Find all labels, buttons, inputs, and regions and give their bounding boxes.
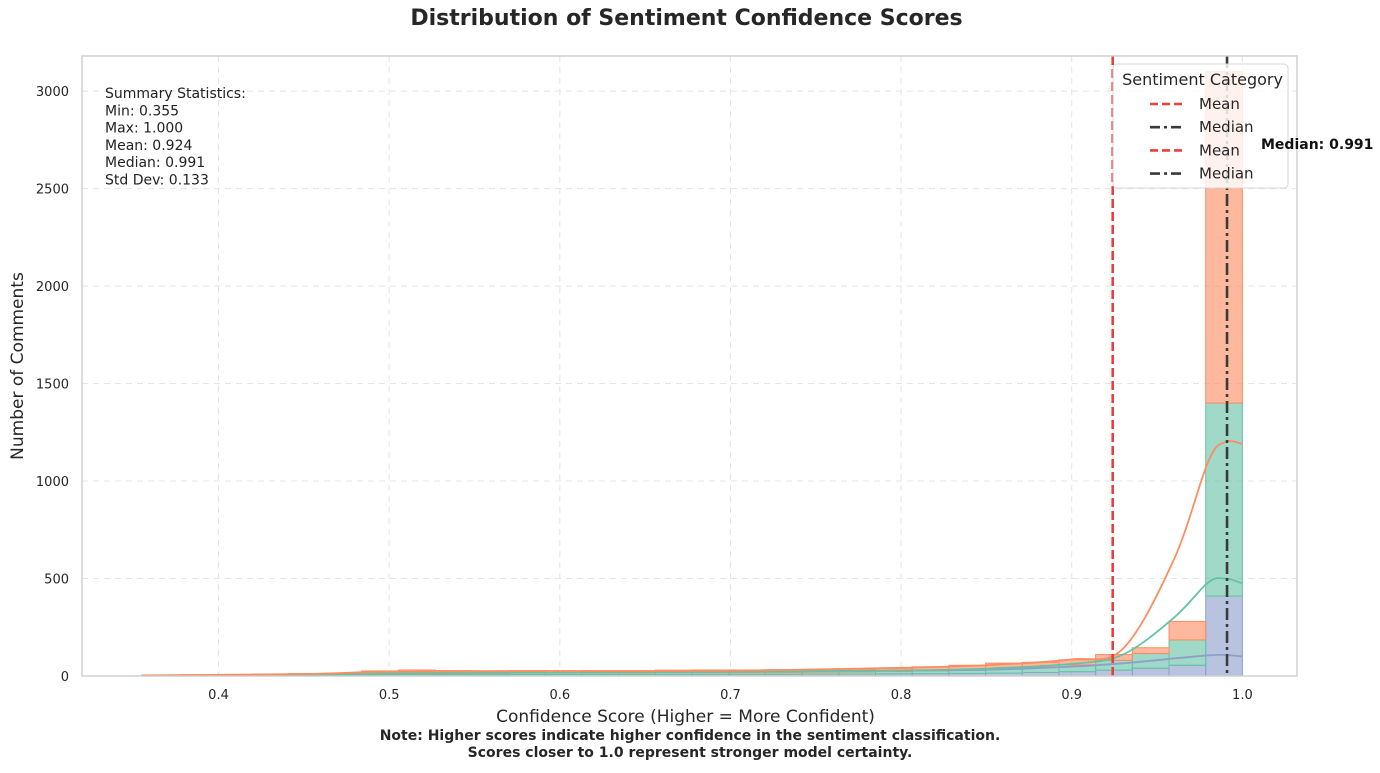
legend-label: Median xyxy=(1199,165,1254,183)
x-tick-label: 1.0 xyxy=(1232,688,1253,703)
y-tick-label: 2500 xyxy=(36,183,69,198)
legend-title: Sentiment Category xyxy=(1122,70,1283,89)
x-tick-label: 0.7 xyxy=(720,688,741,703)
histogram-bar-series-2 xyxy=(1168,639,1207,666)
y-tick-label: 3000 xyxy=(36,85,69,100)
y-tick-label: 500 xyxy=(44,573,69,588)
histogram-bar-series-3 xyxy=(1168,620,1207,641)
legend-label: Median xyxy=(1199,118,1254,136)
plot-area xyxy=(82,56,1297,676)
x-tick-label: 0.5 xyxy=(379,688,400,703)
x-tick-label: 0.8 xyxy=(891,688,912,703)
x-axis-label: Confidence Score (Higher = More Confiden… xyxy=(496,707,875,727)
histogram-bar-series-1 xyxy=(1131,667,1170,677)
summary-stat-line: Median: 0.991 xyxy=(105,155,205,171)
median-annotation: Median: 0.991 xyxy=(1261,137,1373,153)
summary-stat-line: Max: 1.000 xyxy=(105,121,183,137)
summary-stat-line: Std Dev: 0.133 xyxy=(105,173,209,189)
y-tick-label: 2000 xyxy=(36,280,69,295)
histogram-bar-series-2 xyxy=(1205,402,1243,597)
y-tick-label: 1000 xyxy=(36,475,69,490)
summary-stat-line: Mean: 0.924 xyxy=(105,138,192,154)
y-tick-label: 1500 xyxy=(36,378,69,393)
chart-title: Distribution of Sentiment Confidence Sco… xyxy=(410,6,963,31)
kde-curve-series-2 xyxy=(141,577,1243,677)
legend-box xyxy=(1112,63,1289,189)
summary-header: Summary Statistics: xyxy=(105,86,246,102)
x-tick-label: 0.4 xyxy=(208,688,229,703)
summary-stat-line: Min: 0.355 xyxy=(105,103,179,119)
histogram-bar-series-1 xyxy=(1205,595,1243,677)
y-tick-label: 0 xyxy=(61,670,69,685)
x-tick-label: 0.9 xyxy=(1061,688,1082,703)
histogram-bar-series-3 xyxy=(1131,647,1170,655)
legend-label: Mean xyxy=(1199,95,1240,113)
footnote-line-1: Note: Higher scores indicate higher conf… xyxy=(379,728,1001,744)
kde-curve-series-3 xyxy=(141,440,1243,677)
histogram-bar-series-1 xyxy=(1168,664,1207,677)
y-axis-label: Number of Comments xyxy=(8,272,28,460)
x-tick-label: 0.6 xyxy=(549,688,570,703)
legend-label: Mean xyxy=(1199,141,1240,159)
plot-frame xyxy=(81,55,1298,677)
footnote-line-2: Scores closer to 1.0 represent stronger … xyxy=(467,745,913,761)
